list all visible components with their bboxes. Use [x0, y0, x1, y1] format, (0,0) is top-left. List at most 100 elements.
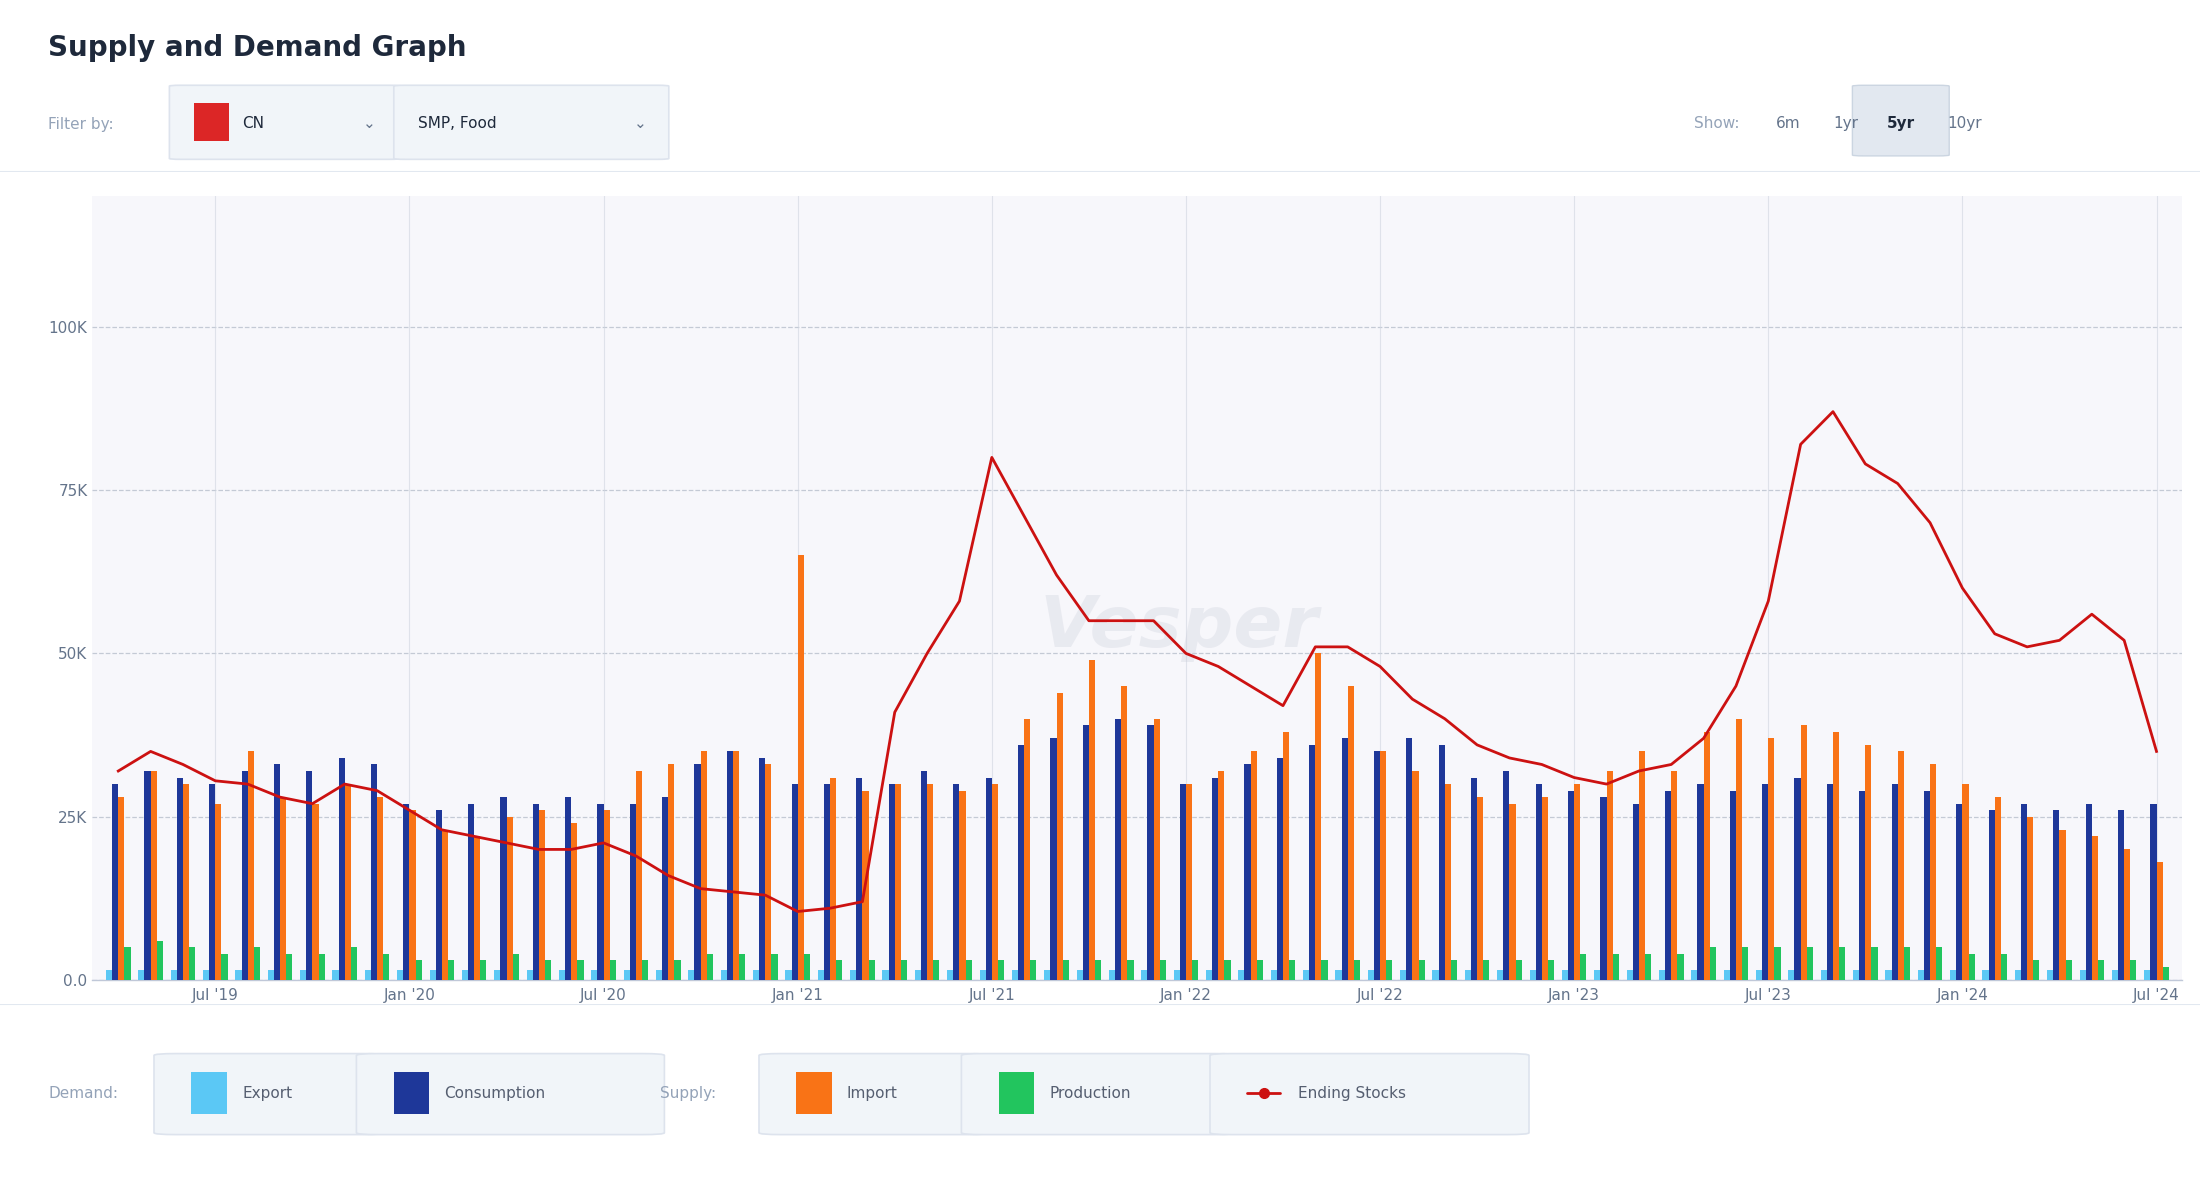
Bar — [2053, 810, 2059, 980]
Text: Import: Import — [847, 1086, 898, 1100]
Bar — [279, 797, 286, 980]
Bar — [953, 784, 959, 980]
Bar — [1142, 971, 1148, 980]
Bar — [1859, 791, 1866, 980]
Bar — [1212, 778, 1219, 980]
Bar — [1302, 971, 1309, 980]
Bar — [183, 784, 189, 980]
Bar — [1903, 948, 1910, 980]
Bar — [1982, 971, 1989, 980]
Bar — [1419, 960, 1426, 980]
Bar — [1806, 948, 1813, 980]
FancyBboxPatch shape — [961, 1054, 1236, 1135]
Bar — [1412, 771, 1419, 980]
Bar — [1962, 784, 1969, 980]
Bar — [1762, 784, 1769, 980]
Bar — [365, 971, 372, 980]
Bar — [345, 784, 352, 980]
Bar — [2163, 967, 2169, 980]
FancyBboxPatch shape — [356, 1054, 664, 1135]
Bar — [1159, 960, 1166, 980]
Bar — [1375, 752, 1379, 980]
Bar — [1399, 971, 1406, 980]
Bar — [1892, 784, 1899, 980]
Text: 1yr: 1yr — [1833, 115, 1859, 131]
Bar — [959, 791, 966, 980]
Bar — [2048, 971, 2053, 980]
Bar — [1179, 784, 1186, 980]
Bar — [1283, 732, 1289, 980]
Bar — [799, 556, 803, 980]
Bar — [1452, 960, 1456, 980]
Bar — [106, 971, 112, 980]
Bar — [689, 971, 695, 980]
Bar — [1599, 797, 1606, 980]
Bar — [275, 765, 279, 980]
Bar — [1219, 771, 1225, 980]
Bar — [1465, 971, 1472, 980]
Bar — [1012, 971, 1019, 980]
Bar — [1736, 719, 1742, 980]
Bar — [1019, 745, 1025, 980]
Bar — [785, 971, 792, 980]
Bar — [915, 971, 922, 980]
Bar — [1445, 784, 1452, 980]
Bar — [902, 960, 906, 980]
Bar — [1569, 791, 1575, 980]
Bar — [1335, 971, 1342, 980]
Bar — [339, 758, 345, 980]
Bar — [1775, 948, 1780, 980]
Text: CN: CN — [242, 115, 264, 131]
Bar — [1529, 971, 1536, 980]
FancyBboxPatch shape — [796, 1072, 832, 1114]
Bar — [532, 804, 539, 980]
Bar — [1692, 971, 1698, 980]
Bar — [889, 784, 895, 980]
Bar — [1729, 791, 1736, 980]
Bar — [2092, 836, 2099, 980]
Bar — [1082, 725, 1089, 980]
Bar — [1562, 971, 1569, 980]
Bar — [176, 778, 183, 980]
Bar — [299, 971, 306, 980]
Bar — [869, 960, 876, 980]
Bar — [449, 960, 453, 980]
Bar — [1872, 948, 1877, 980]
Bar — [1516, 960, 1522, 980]
Text: Production: Production — [1049, 1086, 1131, 1100]
Bar — [922, 771, 926, 980]
Bar — [495, 971, 499, 980]
Bar — [836, 960, 843, 980]
Bar — [979, 971, 986, 980]
Bar — [1839, 948, 1846, 980]
Bar — [475, 836, 480, 980]
Bar — [1665, 791, 1672, 980]
Bar — [1349, 687, 1353, 980]
Bar — [436, 810, 442, 980]
Bar — [933, 960, 939, 980]
Bar — [249, 752, 253, 980]
Bar — [150, 771, 156, 980]
Bar — [469, 804, 475, 980]
Bar — [565, 797, 572, 980]
Bar — [2022, 804, 2026, 980]
Bar — [539, 810, 546, 980]
Bar — [319, 954, 326, 980]
Bar — [792, 784, 799, 980]
Bar — [1995, 797, 2002, 980]
Bar — [856, 778, 862, 980]
Bar — [1833, 732, 1839, 980]
Bar — [895, 784, 902, 980]
Bar — [1386, 960, 1393, 980]
Bar — [1549, 960, 1553, 980]
Bar — [332, 971, 339, 980]
Bar — [1925, 791, 1929, 980]
Bar — [242, 771, 249, 980]
Bar — [1956, 804, 1962, 980]
Bar — [1672, 771, 1676, 980]
Bar — [1245, 765, 1250, 980]
Bar — [999, 960, 1003, 980]
Bar — [145, 771, 150, 980]
Bar — [235, 971, 242, 980]
Bar — [1206, 971, 1212, 980]
